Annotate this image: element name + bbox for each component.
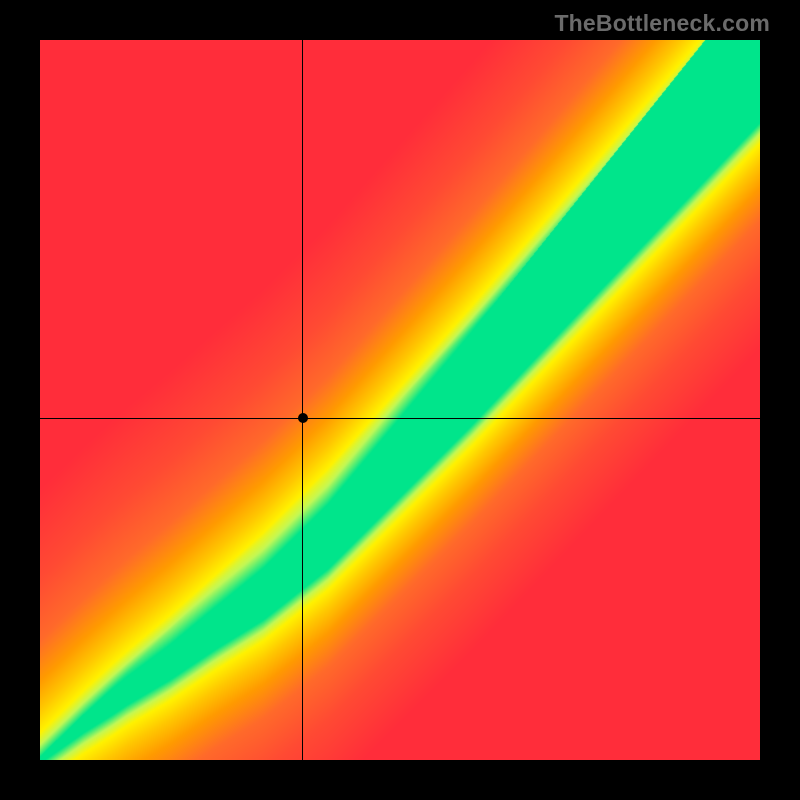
heatmap-canvas <box>40 40 760 760</box>
crosshair-horizontal <box>40 418 760 419</box>
watermark-text: TheBottleneck.com <box>554 10 770 37</box>
crosshair-vertical <box>302 40 303 760</box>
crosshair-marker <box>298 413 308 423</box>
plot-area <box>40 40 760 760</box>
